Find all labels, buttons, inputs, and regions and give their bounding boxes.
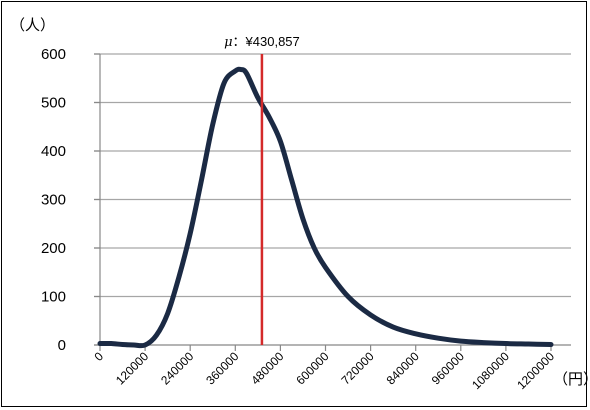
axes (94, 53, 571, 351)
x-tick-labels: 0 120000 240000 360000 480000 600000 720000 840… (91, 349, 557, 392)
y-tick-label: 400 (41, 143, 66, 160)
x-axis-unit-label: （円） (553, 371, 590, 388)
y-tick-labels: 0 100 200 300 400 500 600 (41, 46, 66, 354)
y-tick-label: 100 (41, 289, 66, 306)
x-tick-label: 0 (91, 349, 106, 364)
mean-symbol: μ (224, 35, 232, 50)
x-tick-label: 240000 (158, 349, 196, 387)
y-tick-label: 200 (41, 240, 66, 257)
x-tick-label: 960000 (429, 349, 467, 387)
y-tick-label: 300 (41, 192, 66, 209)
distribution-curve-line (97, 66, 554, 349)
series (97, 66, 554, 349)
y-axis-unit-label: （人） (10, 17, 55, 34)
annotations: μ：¥430,857 (224, 34, 300, 345)
x-tick-label: 720000 (339, 349, 377, 387)
y-tick-label: 600 (41, 46, 66, 63)
x-tick-label: 480000 (248, 349, 286, 387)
mean-value: ：¥430,857 (233, 34, 300, 49)
x-tick-label: 840000 (384, 349, 422, 387)
x-tick-label: 120000 (113, 349, 151, 387)
x-tick-label: 360000 (203, 349, 241, 387)
x-tick-label: 1080000 (469, 349, 512, 392)
x-tick-label: 600000 (293, 349, 331, 387)
gridlines (94, 53, 571, 298)
y-tick-label: 0 (58, 337, 66, 354)
mean-label: μ：¥430,857 (224, 34, 300, 50)
y-tick-label: 500 (41, 95, 66, 112)
x-tick-label: 1200000 (514, 349, 557, 392)
